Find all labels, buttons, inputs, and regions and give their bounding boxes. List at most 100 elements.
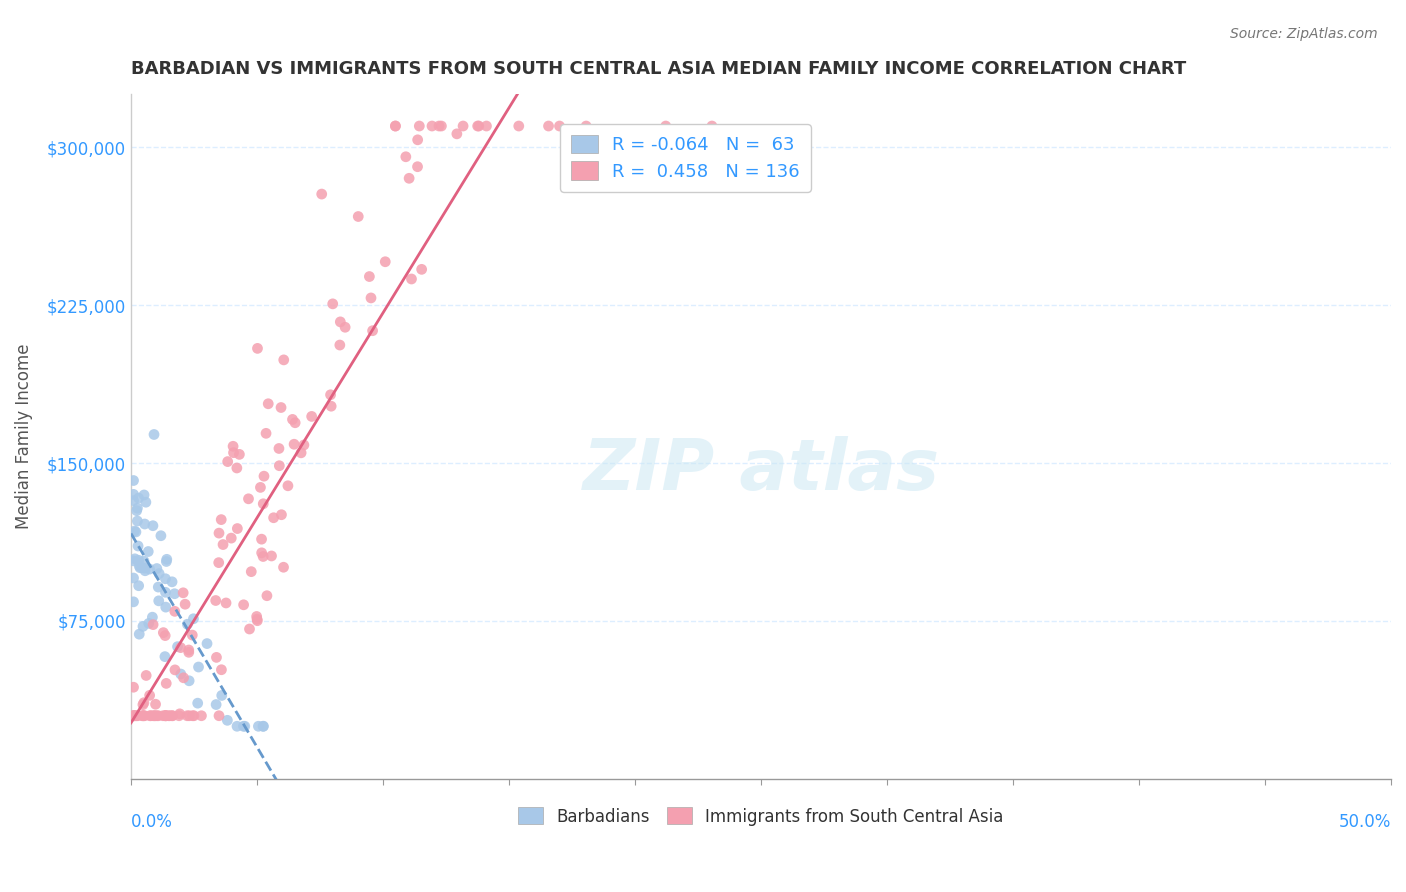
Point xyxy=(290,446,312,460)
Point xyxy=(145,697,167,711)
Point xyxy=(131,708,153,723)
Point xyxy=(148,580,170,594)
Point xyxy=(267,442,290,456)
Point xyxy=(537,119,560,133)
Point xyxy=(233,719,256,733)
Point xyxy=(122,708,145,723)
Point xyxy=(301,409,323,424)
Point xyxy=(420,119,443,133)
Point xyxy=(226,522,249,536)
Point xyxy=(359,269,381,284)
Point xyxy=(252,719,274,733)
Point xyxy=(176,617,198,632)
Y-axis label: Median Family Income: Median Family Income xyxy=(15,344,32,530)
Point xyxy=(427,119,450,133)
Point xyxy=(135,668,157,682)
Point xyxy=(329,338,352,352)
Point xyxy=(181,708,204,723)
Point xyxy=(205,698,228,712)
Point xyxy=(122,474,145,488)
Point xyxy=(222,439,245,453)
Point xyxy=(430,119,453,133)
Point xyxy=(143,708,166,723)
Point xyxy=(135,495,157,509)
Point xyxy=(134,564,156,578)
Point xyxy=(134,561,156,575)
Point xyxy=(257,397,280,411)
Point xyxy=(468,119,491,133)
Point xyxy=(252,497,274,511)
Point xyxy=(232,598,254,612)
Point xyxy=(250,546,273,560)
Point xyxy=(124,551,146,566)
Point xyxy=(122,487,145,501)
Point xyxy=(124,524,146,538)
Point xyxy=(129,560,152,574)
Point xyxy=(172,586,194,600)
Point xyxy=(222,445,245,459)
Point xyxy=(179,673,201,688)
Point xyxy=(142,708,165,723)
Point xyxy=(292,438,315,452)
Point xyxy=(246,342,269,356)
Point xyxy=(269,458,291,473)
Point xyxy=(319,388,342,402)
Point xyxy=(155,585,177,599)
Point xyxy=(153,629,176,643)
Point xyxy=(128,627,150,641)
Point xyxy=(277,479,299,493)
Point xyxy=(374,254,396,268)
Point xyxy=(360,291,382,305)
Point xyxy=(208,556,231,570)
Point xyxy=(170,667,193,681)
Point xyxy=(138,616,160,631)
Point xyxy=(148,708,170,723)
Point xyxy=(508,119,530,133)
Point xyxy=(155,554,177,568)
Point xyxy=(138,562,160,576)
Point xyxy=(238,622,260,636)
Point xyxy=(142,617,165,632)
Point xyxy=(219,531,242,545)
Point xyxy=(122,708,145,723)
Point xyxy=(281,412,304,426)
Point xyxy=(155,572,177,586)
Point xyxy=(152,708,174,723)
Point xyxy=(139,708,162,723)
Point xyxy=(163,604,186,618)
Point xyxy=(187,660,209,674)
Point xyxy=(155,708,177,723)
Point xyxy=(321,399,343,413)
Point xyxy=(208,708,231,723)
Point xyxy=(311,187,333,202)
Point xyxy=(408,119,430,133)
Point xyxy=(217,454,239,468)
Point xyxy=(333,320,356,334)
Point xyxy=(446,127,468,141)
Point xyxy=(153,708,176,723)
Point xyxy=(217,714,239,728)
Point xyxy=(228,447,250,461)
Point xyxy=(146,708,169,723)
Point xyxy=(575,119,598,133)
Point xyxy=(263,510,285,524)
Point xyxy=(131,560,153,574)
Point xyxy=(179,708,201,723)
Point xyxy=(125,708,148,723)
Point xyxy=(122,571,145,585)
Point xyxy=(132,696,155,710)
Point xyxy=(215,596,238,610)
Point xyxy=(322,297,344,311)
Point xyxy=(132,698,155,712)
Text: BARBADIAN VS IMMIGRANTS FROM SOUTH CENTRAL ASIA MEDIAN FAMILY INCOME CORRELATION: BARBADIAN VS IMMIGRANTS FROM SOUTH CENTR… xyxy=(131,60,1187,78)
Point xyxy=(157,708,180,723)
Point xyxy=(169,640,191,655)
Point xyxy=(162,708,184,723)
Point xyxy=(256,589,278,603)
Point xyxy=(209,663,232,677)
Point xyxy=(246,609,269,624)
Point xyxy=(142,518,165,533)
Point xyxy=(384,119,406,133)
Point xyxy=(247,719,270,733)
Point xyxy=(226,719,249,733)
